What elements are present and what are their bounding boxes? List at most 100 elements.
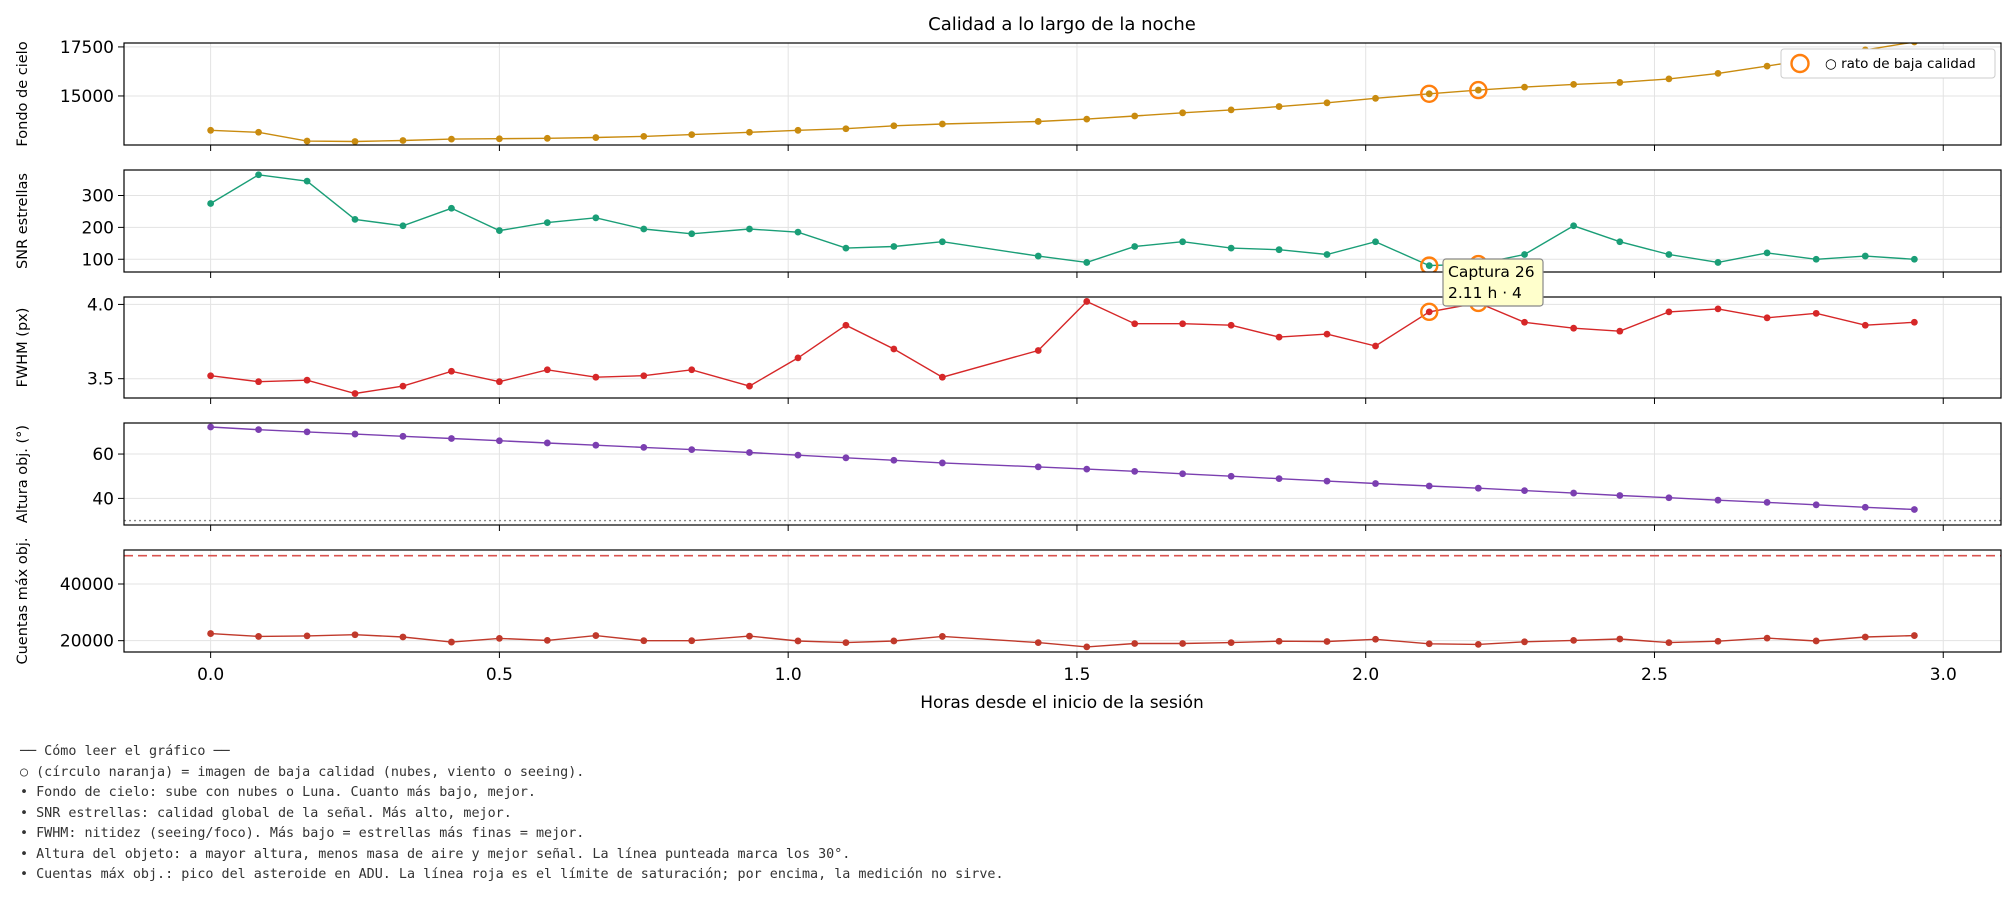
data-point [1179, 640, 1187, 647]
low-quality-marker [1420, 84, 1439, 104]
data-point [938, 238, 946, 246]
legend: ○ rato de baja calidad [1780, 48, 1996, 79]
data-point [1763, 62, 1771, 70]
data-point [303, 177, 311, 185]
data-point [1714, 496, 1722, 504]
data-point [1083, 643, 1091, 651]
data-point [1714, 637, 1722, 645]
note-line: ○ (círculo naranja) = imagen de baja cal… [20, 764, 585, 780]
data-point [1275, 103, 1283, 110]
data-point [592, 441, 600, 449]
x-tick-label: 2.5 [1641, 665, 1668, 685]
data-point [1034, 639, 1042, 647]
note-line: • SNR estrellas: calidad global de la se… [20, 805, 512, 821]
data-point [1910, 506, 1918, 513]
data-point [207, 200, 215, 207]
panel-4: 40 60 Altura obj. (°) [15, 422, 2002, 531]
data-point [1812, 501, 1820, 509]
data-point [303, 376, 311, 384]
data-point [1179, 470, 1187, 478]
data-point [1570, 324, 1578, 332]
low-quality-marker [1469, 80, 1488, 100]
data-point [746, 632, 753, 640]
data-point [794, 354, 802, 362]
panel-frame [123, 296, 2002, 399]
data-point [890, 122, 898, 130]
note-line: • Fondo de cielo: sube con nubes o Luna.… [20, 785, 536, 800]
y-tick-label: 200 [82, 218, 114, 238]
panel-5: 20000 40000 Cuentas máx obj. [15, 537, 2002, 665]
data-point [448, 435, 455, 442]
data-point [1616, 492, 1624, 499]
data-point [399, 137, 407, 144]
data-point [255, 128, 262, 136]
data-point [1521, 638, 1528, 646]
data-point [1131, 112, 1139, 120]
data-point [448, 135, 455, 143]
x-tick-label: 2.0 [1352, 665, 1379, 685]
data-point [1083, 115, 1091, 123]
data-point [448, 367, 455, 375]
data-point [1034, 252, 1042, 260]
x-tick-label: 3.0 [1930, 665, 1957, 685]
data-point [1570, 636, 1578, 644]
data-point [842, 454, 850, 462]
data-point [1227, 639, 1235, 647]
data-point [496, 437, 503, 445]
data-point [688, 131, 696, 139]
data-point [1521, 318, 1528, 326]
data-point [592, 134, 600, 141]
data-point [496, 227, 503, 234]
data-point [1861, 633, 1869, 641]
series-group [207, 43, 1918, 145]
series-line [210, 300, 1915, 395]
data-point [1570, 222, 1578, 230]
data-point [303, 428, 311, 436]
y-tick-label: 20000 [60, 632, 114, 652]
data-point [938, 459, 946, 467]
data-point [399, 432, 407, 440]
data-point [351, 631, 359, 639]
data-point [1131, 320, 1139, 328]
data-point [688, 366, 696, 374]
data-point [1861, 503, 1869, 511]
data-point [1131, 467, 1139, 475]
x-tick-label: 0.0 [197, 665, 224, 685]
series-line [210, 174, 1915, 267]
series-group [207, 423, 1918, 513]
data-point [1425, 640, 1433, 648]
data-point [1714, 259, 1722, 266]
data-point [543, 219, 551, 226]
y-axis-label: FWHM (px) [15, 308, 31, 388]
data-point [794, 126, 802, 134]
data-point [1665, 251, 1673, 258]
data-point [794, 228, 802, 236]
data-point [1372, 238, 1379, 246]
data-point [1275, 246, 1283, 254]
data-point [1910, 632, 1918, 639]
series-line [210, 43, 1913, 143]
data-point [1861, 252, 1869, 260]
data-point [688, 637, 696, 645]
tooltip-line-1: Captura 26 [1448, 263, 1535, 281]
data-point [1763, 498, 1771, 506]
data-point [1372, 342, 1379, 350]
notes-heading: ── Cómo leer el gráfico ── [20, 744, 230, 759]
data-point [399, 382, 407, 390]
data-point [1323, 330, 1331, 338]
data-point [543, 134, 551, 142]
y-axis-label: Fondo de cielo [15, 41, 31, 146]
legend-marker [1790, 53, 1810, 74]
data-point [640, 443, 648, 451]
data-point [496, 378, 503, 386]
data-point [842, 321, 850, 329]
data-point [1179, 109, 1187, 117]
data-point [1372, 635, 1379, 643]
panel-1: 15000 17500 Fondo de cielo [15, 38, 2002, 151]
y-tick-label: 40000 [60, 575, 114, 595]
data-point [890, 637, 898, 645]
data-point [1570, 80, 1578, 88]
legend-label: ○ rato de baja calidad [1825, 56, 1976, 72]
x-axis-label: Horas desde el inicio de la sesión [920, 693, 1204, 713]
